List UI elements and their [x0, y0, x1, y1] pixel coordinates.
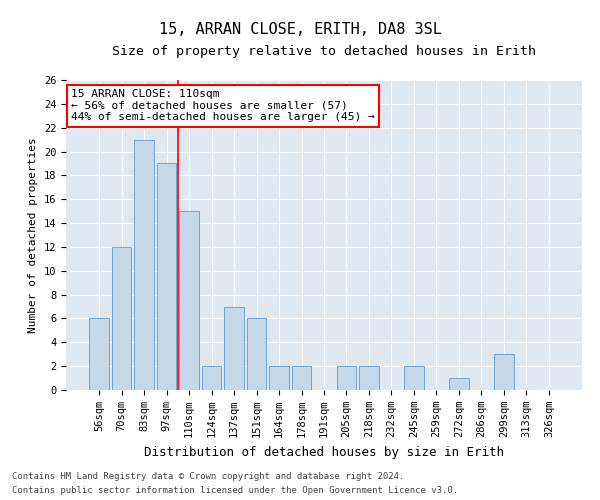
Bar	[359, 366, 379, 390]
Bar	[449, 378, 469, 390]
Text: Contains public sector information licensed under the Open Government Licence v3: Contains public sector information licen…	[12, 486, 458, 495]
Text: 15 ARRAN CLOSE: 110sqm
← 56% of detached houses are smaller (57)
44% of semi-det: 15 ARRAN CLOSE: 110sqm ← 56% of detached…	[71, 90, 375, 122]
X-axis label: Distribution of detached houses by size in Erith: Distribution of detached houses by size …	[144, 446, 504, 458]
Bar	[269, 366, 289, 390]
Bar	[337, 366, 356, 390]
Bar	[89, 318, 109, 390]
Bar	[224, 306, 244, 390]
Y-axis label: Number of detached properties: Number of detached properties	[28, 137, 38, 333]
Text: Contains HM Land Registry data © Crown copyright and database right 2024.: Contains HM Land Registry data © Crown c…	[12, 472, 404, 481]
Bar	[494, 354, 514, 390]
Text: 15, ARRAN CLOSE, ERITH, DA8 3SL: 15, ARRAN CLOSE, ERITH, DA8 3SL	[158, 22, 442, 38]
Bar	[292, 366, 311, 390]
Bar	[247, 318, 266, 390]
Bar	[179, 211, 199, 390]
Title: Size of property relative to detached houses in Erith: Size of property relative to detached ho…	[112, 45, 536, 58]
Bar	[404, 366, 424, 390]
Bar	[112, 247, 131, 390]
Bar	[202, 366, 221, 390]
Bar	[157, 164, 176, 390]
Bar	[134, 140, 154, 390]
